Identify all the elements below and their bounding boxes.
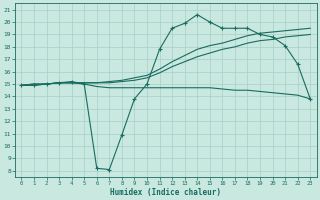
X-axis label: Humidex (Indice chaleur): Humidex (Indice chaleur) (110, 188, 221, 197)
